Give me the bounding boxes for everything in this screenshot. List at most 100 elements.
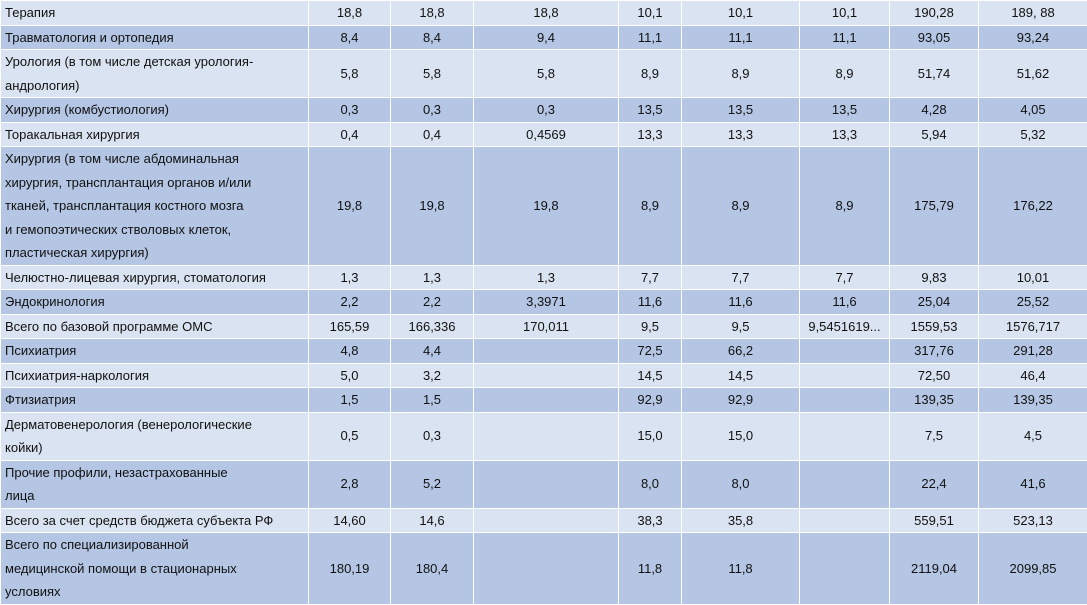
value-cell: 11,1 xyxy=(619,25,682,50)
value-cell: 0,4 xyxy=(391,122,474,147)
row-label: Эндокринология xyxy=(1,290,309,315)
row-label: Челюстно-лицевая хирургия, стоматология xyxy=(1,265,309,290)
value-cell: 1559,53 xyxy=(890,314,979,339)
value-cell: 15,0 xyxy=(619,412,682,460)
value-cell: 5,0 xyxy=(309,363,391,388)
value-cell: 1,3 xyxy=(474,265,619,290)
value-cell: 523,13 xyxy=(979,508,1087,533)
value-cell: 19,8 xyxy=(474,147,619,266)
value-cell: 317,76 xyxy=(890,339,979,364)
value-cell: 10,01 xyxy=(979,265,1087,290)
value-cell: 8,9 xyxy=(682,50,800,98)
value-cell: 13,3 xyxy=(619,122,682,147)
value-cell: 93,05 xyxy=(890,25,979,50)
value-cell: 8,9 xyxy=(619,147,682,266)
row-label: Фтизиатрия xyxy=(1,388,309,413)
value-cell: 41,6 xyxy=(979,460,1087,508)
value-cell: 51,62 xyxy=(979,50,1087,98)
row-label: Хирургия (комбустиология) xyxy=(1,98,309,123)
value-cell: 165,59 xyxy=(309,314,391,339)
value-cell: 11,6 xyxy=(619,290,682,315)
value-cell: 9,5 xyxy=(619,314,682,339)
value-cell: 0,3 xyxy=(309,98,391,123)
value-cell: 9,83 xyxy=(890,265,979,290)
value-cell: 13,5 xyxy=(619,98,682,123)
value-cell: 176,22 xyxy=(979,147,1087,266)
value-cell: 559,51 xyxy=(890,508,979,533)
value-cell: 8,9 xyxy=(800,50,890,98)
value-cell: 0,5 xyxy=(309,412,391,460)
value-cell: 11,6 xyxy=(800,290,890,315)
value-cell: 72,5 xyxy=(619,339,682,364)
value-cell: 10,1 xyxy=(682,1,800,26)
value-cell xyxy=(800,363,890,388)
row-label: Хирургия (в том числе абдоминальная хиру… xyxy=(1,147,309,266)
value-cell: 2,2 xyxy=(391,290,474,315)
value-cell xyxy=(474,363,619,388)
value-cell: 0,4 xyxy=(309,122,391,147)
value-cell: 7,5 xyxy=(890,412,979,460)
value-cell: 92,9 xyxy=(619,388,682,413)
value-cell: 35,8 xyxy=(682,508,800,533)
table-row: Дерматовенерология (венерологические кой… xyxy=(1,412,1087,460)
row-label: Психиатрия-наркология xyxy=(1,363,309,388)
value-cell: 72,50 xyxy=(890,363,979,388)
value-cell: 18,8 xyxy=(309,1,391,26)
value-cell: 1576,717 xyxy=(979,314,1087,339)
value-cell xyxy=(800,533,890,605)
value-cell: 1,3 xyxy=(309,265,391,290)
row-label: Травматология и ортопедия xyxy=(1,25,309,50)
value-cell xyxy=(474,508,619,533)
value-cell: 9,5451619... xyxy=(800,314,890,339)
value-cell: 14,5 xyxy=(682,363,800,388)
value-cell: 10,1 xyxy=(619,1,682,26)
value-cell: 189, 88 xyxy=(979,1,1087,26)
value-cell xyxy=(474,339,619,364)
value-cell xyxy=(800,460,890,508)
value-cell: 8,9 xyxy=(682,147,800,266)
value-cell xyxy=(474,460,619,508)
value-cell: 14,6 xyxy=(391,508,474,533)
value-cell: 3,2 xyxy=(391,363,474,388)
value-cell: 14,60 xyxy=(309,508,391,533)
row-label: Всего за счет средств бюджета субъекта Р… xyxy=(1,508,309,533)
row-label: Всего по базовой программе ОМС xyxy=(1,314,309,339)
row-label: Урология (в том числе детская урология- … xyxy=(1,50,309,98)
value-cell: 10,1 xyxy=(800,1,890,26)
row-label: Прочие профили, незастрахованные лица xyxy=(1,460,309,508)
value-cell xyxy=(800,339,890,364)
value-cell: 7,7 xyxy=(800,265,890,290)
value-cell: 0,4569 xyxy=(474,122,619,147)
value-cell: 25,04 xyxy=(890,290,979,315)
table-row: Всего за счет средств бюджета субъекта Р… xyxy=(1,508,1087,533)
value-cell: 13,5 xyxy=(682,98,800,123)
table-row: Хирургия (в том числе абдоминальная хиру… xyxy=(1,147,1087,266)
value-cell: 4,5 xyxy=(979,412,1087,460)
value-cell: 93,24 xyxy=(979,25,1087,50)
value-cell: 180,4 xyxy=(391,533,474,605)
value-cell: 3,3971 xyxy=(474,290,619,315)
value-cell: 9,4 xyxy=(474,25,619,50)
value-cell: 139,35 xyxy=(890,388,979,413)
value-cell: 38,3 xyxy=(619,508,682,533)
row-label: Дерматовенерология (венерологические кой… xyxy=(1,412,309,460)
value-cell xyxy=(800,412,890,460)
value-cell: 1,3 xyxy=(391,265,474,290)
value-cell: 51,74 xyxy=(890,50,979,98)
row-label: Всего по специализированной медицинской … xyxy=(1,533,309,605)
value-cell: 291,28 xyxy=(979,339,1087,364)
value-cell xyxy=(474,533,619,605)
value-cell xyxy=(474,388,619,413)
value-cell: 5,8 xyxy=(391,50,474,98)
value-cell: 4,05 xyxy=(979,98,1087,123)
value-cell: 8,4 xyxy=(309,25,391,50)
value-cell: 8,4 xyxy=(391,25,474,50)
value-cell: 46,4 xyxy=(979,363,1087,388)
value-cell: 139,35 xyxy=(979,388,1087,413)
